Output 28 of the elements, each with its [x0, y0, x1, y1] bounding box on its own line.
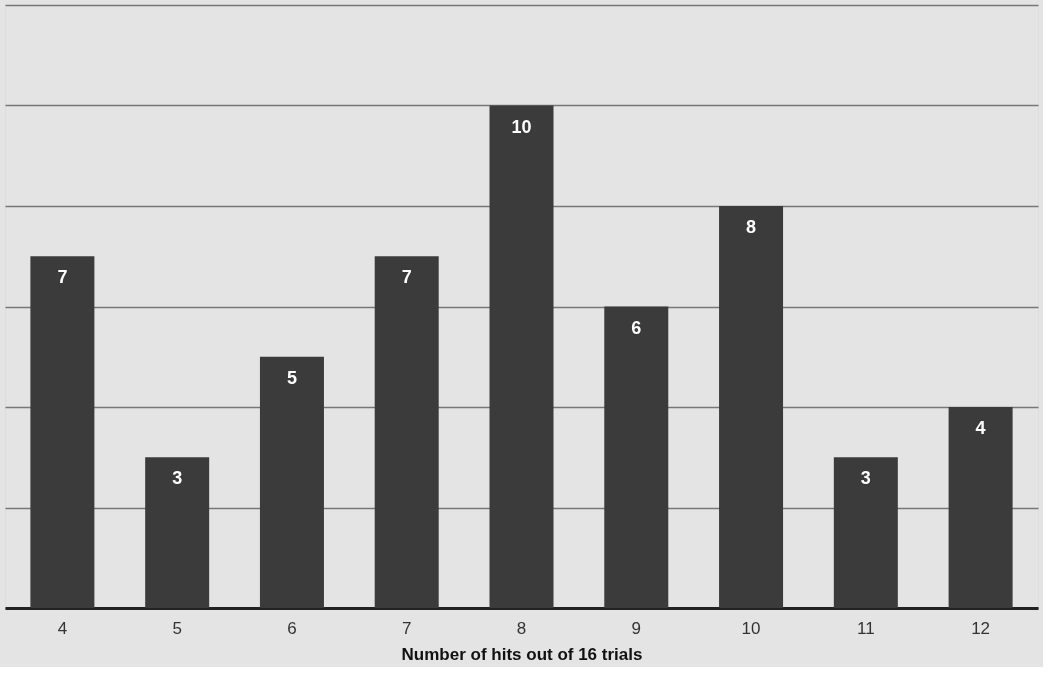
- bar: [948, 407, 1013, 608]
- x-tick-label: 4: [57, 618, 68, 638]
- x-tick-label: 9: [631, 618, 642, 638]
- data-label: 8: [746, 217, 757, 237]
- x-tick-label: 7: [401, 618, 412, 638]
- data-label: 4: [975, 418, 986, 438]
- data-label: 7: [57, 267, 68, 288]
- x-tick-label: 11: [857, 618, 875, 638]
- data-label: 7: [401, 267, 412, 288]
- bar: [374, 256, 439, 608]
- data-label: 6: [631, 317, 642, 338]
- x-tick-label: 10: [741, 618, 761, 638]
- bar: [719, 206, 784, 608]
- bar: [489, 105, 554, 608]
- x-tick-label: 6: [287, 618, 297, 638]
- x-axis-title: Number of hits out of 16 trials: [401, 644, 643, 664]
- x-tick-label: 12: [971, 618, 991, 638]
- bar: [259, 356, 324, 608]
- bar: [833, 457, 898, 608]
- bar: [145, 457, 210, 608]
- x-tick-label: 5: [172, 618, 182, 638]
- bar: [604, 306, 669, 608]
- x-tick-label: 8: [516, 618, 527, 638]
- data-label: 5: [286, 367, 297, 388]
- data-label: 10: [511, 116, 532, 137]
- bar: [30, 256, 95, 608]
- data-label: 3: [172, 468, 183, 489]
- data-label: 3: [860, 468, 871, 489]
